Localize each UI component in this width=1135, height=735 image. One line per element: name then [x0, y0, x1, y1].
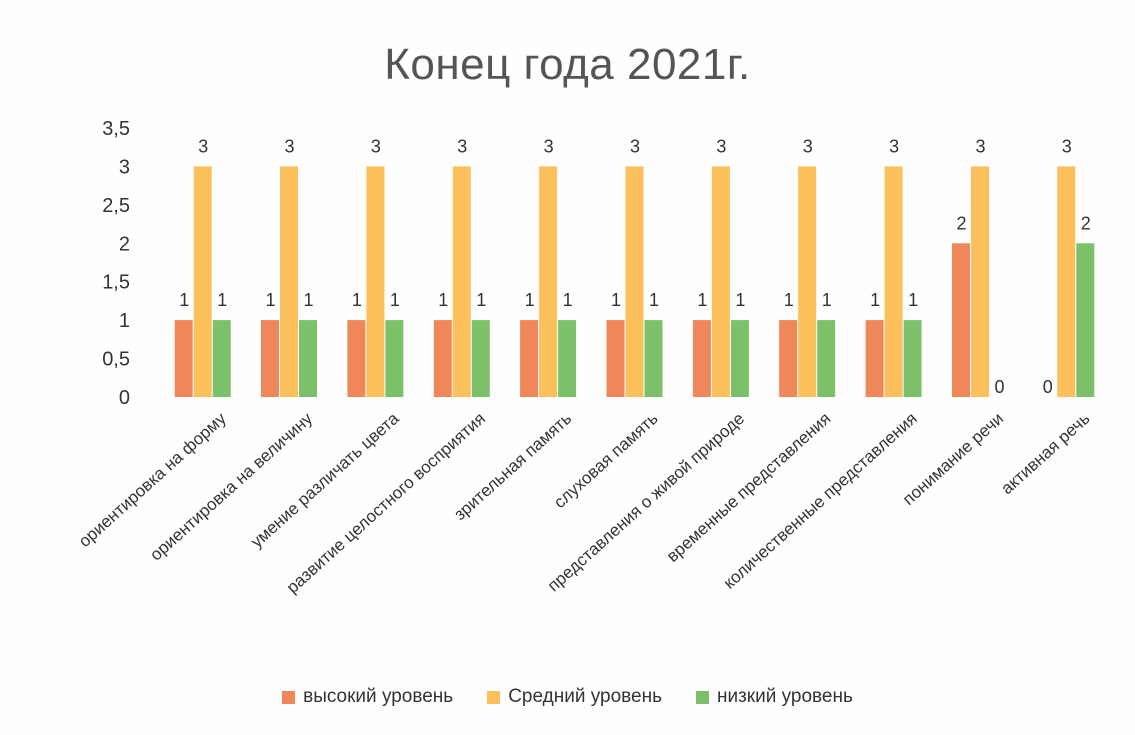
data-label: 1	[352, 290, 362, 310]
data-label: 3	[630, 136, 640, 156]
bar	[174, 320, 193, 397]
category-label: умение различать цвета	[247, 408, 403, 551]
legend-entry: Средний уровень	[487, 686, 662, 708]
data-label: 1	[265, 290, 275, 310]
bar	[884, 166, 903, 397]
data-label: 2	[1081, 213, 1091, 233]
bar	[817, 320, 836, 397]
data-label: 3	[1062, 136, 1072, 156]
data-label: 1	[735, 290, 745, 310]
data-label: 0	[1043, 377, 1053, 397]
y-tick-label: 0	[119, 387, 130, 409]
bar	[558, 320, 577, 397]
bar	[366, 166, 385, 397]
bar	[711, 166, 730, 397]
y-tick-label: 3	[119, 156, 130, 178]
bar	[730, 320, 749, 397]
legend-label: высокий уровень	[303, 686, 454, 707]
bar	[452, 166, 471, 397]
bar	[539, 166, 558, 397]
data-label: 3	[371, 136, 381, 156]
bar	[692, 320, 711, 397]
bar	[1076, 243, 1095, 397]
bar	[193, 166, 212, 397]
bar	[865, 320, 884, 397]
bar	[779, 320, 798, 397]
bar	[471, 320, 490, 397]
data-label: 1	[563, 290, 573, 310]
data-label: 3	[544, 136, 554, 156]
data-label: 3	[716, 136, 726, 156]
data-label: 3	[457, 136, 467, 156]
legend: высокий уровень Средний уровень низкий уро…	[0, 686, 1135, 708]
y-tick-label: 0,5	[102, 349, 130, 371]
bar	[347, 320, 366, 397]
bar	[606, 320, 625, 397]
category-label: количественные представления	[720, 409, 921, 593]
bar	[261, 320, 279, 397]
data-label: 1	[525, 290, 535, 310]
data-label: 1	[438, 290, 448, 310]
legend-entry: низкий уровень	[695, 686, 853, 708]
bar	[299, 320, 317, 397]
bar	[971, 166, 989, 397]
data-label: 1	[822, 290, 832, 310]
bar	[520, 320, 539, 397]
data-label: 3	[975, 136, 985, 156]
legend-label: Средний уровень	[508, 686, 662, 707]
data-label: 1	[179, 290, 189, 310]
legend-swatch	[487, 690, 501, 704]
category-label: ориентировка на величину	[146, 409, 316, 565]
bar	[280, 166, 298, 397]
data-label: 3	[198, 136, 208, 156]
y-tick-label: 2,5	[102, 195, 130, 217]
chart-title: Конец года 2021г.	[384, 40, 751, 89]
data-label: 1	[649, 290, 659, 310]
y-tick-label: 3,5	[102, 118, 130, 140]
data-label: 1	[870, 290, 880, 310]
y-tick-label: 1,5	[102, 272, 130, 294]
y-tick-label: 2	[119, 233, 130, 255]
bar	[212, 320, 231, 397]
bar	[385, 320, 404, 397]
data-label: 1	[303, 290, 313, 310]
bar	[903, 320, 922, 397]
bar	[625, 166, 644, 397]
data-label: 1	[476, 290, 486, 310]
legend-entry: высокий уровень	[282, 686, 453, 708]
data-label: 1	[611, 290, 621, 310]
data-label: 1	[908, 290, 918, 310]
legend-swatch	[282, 690, 296, 704]
bar	[952, 243, 970, 397]
bar	[798, 166, 817, 397]
bar	[1057, 166, 1076, 397]
category-label: активная речь	[997, 409, 1093, 498]
bar	[433, 320, 452, 397]
data-label: 1	[697, 290, 707, 310]
data-label: 1	[390, 290, 400, 310]
data-label: 3	[803, 136, 813, 156]
data-label: 1	[784, 290, 794, 310]
data-label: 1	[217, 290, 227, 310]
legend-label: низкий уровень	[716, 686, 853, 707]
bar	[644, 320, 663, 397]
legend-swatch	[695, 690, 709, 704]
data-label: 0	[994, 377, 1004, 397]
data-label: 3	[284, 136, 294, 156]
y-tick-label: 1	[119, 310, 130, 332]
category-label: временные представления	[663, 409, 834, 566]
data-label: 2	[956, 213, 966, 233]
category-label: ориентировка на форму	[75, 409, 230, 551]
bars-group	[174, 166, 1095, 397]
data-label: 3	[889, 136, 899, 156]
data-labels-group: 1 3 1 1 3 1 1 3 1 1 3 1 1 3 1 1 3 1 1 3 1 1 3 1 1 3 1 2 3 0 0 3 2	[179, 136, 1091, 397]
y-axis-ticks: 0 0,5 1 1,5 2 2,5 3 3,5	[102, 118, 130, 409]
